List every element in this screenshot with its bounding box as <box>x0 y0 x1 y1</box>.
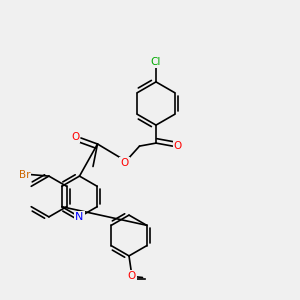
Text: O: O <box>174 141 182 151</box>
Text: O: O <box>127 271 136 281</box>
Text: N: N <box>75 212 84 222</box>
Text: Br: Br <box>19 169 30 180</box>
Text: O: O <box>120 158 129 169</box>
Text: O: O <box>71 131 79 142</box>
Text: Cl: Cl <box>151 57 161 68</box>
